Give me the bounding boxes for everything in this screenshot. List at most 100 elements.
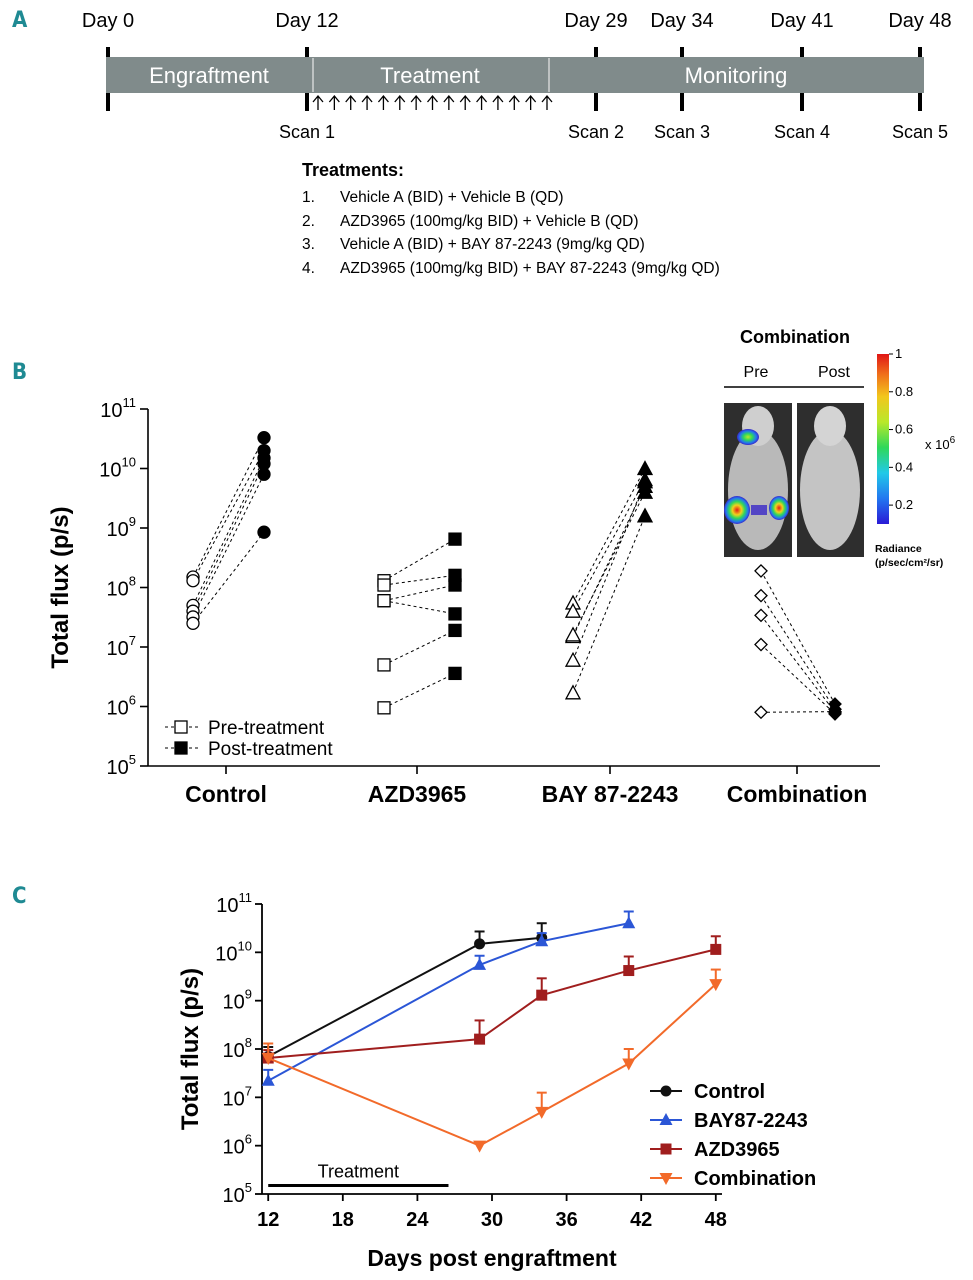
colorbar-tick-label: 0.2 bbox=[895, 497, 913, 512]
y-axis-label: Total flux (p/s) bbox=[47, 506, 74, 668]
chart-c-line: 105 106 107 108 109 1010 1011 12 18 24 30 36 42 48 Day… bbox=[177, 890, 816, 1271]
data-point bbox=[535, 934, 549, 947]
legend-label: Control bbox=[694, 1081, 765, 1103]
pair-line bbox=[572, 491, 646, 636]
pre-point bbox=[186, 574, 200, 588]
post-point bbox=[448, 623, 462, 638]
treatment-item: 3. Vehicle A (BID) + BAY 87-2243 (9mg/kg … bbox=[302, 233, 720, 257]
panel-c-label: C bbox=[12, 884, 27, 909]
panel-b-label: B bbox=[12, 360, 28, 385]
pre-point bbox=[377, 578, 391, 592]
colorbar-tick-label: 0.8 bbox=[895, 384, 913, 399]
y-axis-label: Total flux (p/s) bbox=[177, 968, 204, 1130]
x-tick-label: 30 bbox=[481, 1209, 503, 1231]
post-point bbox=[636, 473, 654, 489]
post-point bbox=[636, 483, 654, 499]
x-tick-label: Control bbox=[185, 781, 267, 807]
phase-monitoring: Monitoring bbox=[685, 63, 788, 88]
x-tick-label: 36 bbox=[555, 1209, 577, 1231]
data-point bbox=[261, 1053, 275, 1066]
dosing-arrow bbox=[476, 94, 488, 110]
day-label: Day 41 bbox=[770, 10, 833, 32]
pair-line bbox=[760, 644, 836, 715]
dosing-arrows bbox=[312, 94, 553, 110]
legend-marker bbox=[174, 741, 188, 755]
scan-label: Scan 3 bbox=[654, 122, 710, 142]
treatments-title: Treatments: bbox=[302, 160, 405, 180]
data-point bbox=[623, 965, 635, 977]
y-tick-label: 107 bbox=[107, 633, 136, 660]
treatment-text: Vehicle A (BID) + BAY 87-2243 (9mg/kg QD… bbox=[340, 236, 645, 253]
dosing-arrow bbox=[459, 94, 471, 110]
x-tick-label: 24 bbox=[406, 1209, 429, 1231]
pre-point bbox=[564, 602, 582, 618]
chart-b-scatter: 105 106 107 108 109 1010 1011 Total flux (p/s) C… bbox=[47, 327, 956, 807]
legend-label: Post-treatment bbox=[208, 739, 333, 760]
pair-line bbox=[572, 479, 646, 612]
dosing-arrow bbox=[443, 94, 455, 110]
mouse-image-pre bbox=[724, 403, 792, 557]
series-control bbox=[262, 922, 548, 1062]
post-point bbox=[257, 430, 271, 445]
treatment-item: 2. AZD3965 (100mg/kg BID) + Vehicle B (QD… bbox=[302, 210, 720, 234]
pair-line bbox=[760, 711, 836, 713]
x-tick-label: Combination bbox=[727, 781, 868, 807]
day-label: Day 12 bbox=[275, 10, 338, 32]
treatment-annotation: Treatment bbox=[318, 1161, 399, 1181]
treatment-text: AZD3965 (100mg/kg BID) + Vehicle B (QD) bbox=[340, 212, 639, 230]
pair-line bbox=[192, 463, 265, 612]
phase-engraftment: Engraftment bbox=[149, 63, 269, 88]
pair-line bbox=[572, 515, 646, 693]
pair-line bbox=[192, 474, 265, 618]
dosing-arrow bbox=[427, 94, 438, 110]
pair-line bbox=[760, 615, 836, 713]
y-tick-label: 108 bbox=[107, 574, 136, 601]
dosing-arrow bbox=[328, 94, 340, 110]
legend-marker bbox=[660, 1085, 672, 1097]
pair-line bbox=[192, 457, 265, 606]
y-tick-label: 1010 bbox=[99, 455, 136, 482]
dosing-arrow bbox=[345, 94, 357, 110]
data-point bbox=[474, 938, 486, 950]
colorbar-tick-label: 0.4 bbox=[895, 459, 913, 474]
pair-line bbox=[192, 437, 265, 578]
treatment-number: 2. bbox=[302, 212, 315, 230]
combination-inset: Combination Pre Post 1 0.8 0.6 0.4 0.2 x 106… bbox=[724, 327, 956, 569]
data-point bbox=[473, 957, 487, 970]
legend-label: BAY87-2243 bbox=[694, 1110, 808, 1132]
post-point bbox=[448, 532, 462, 546]
treatment-text: AZD3965 (100mg/kg BID) + BAY 87-2243 (9m… bbox=[340, 259, 720, 277]
data-point bbox=[473, 1140, 487, 1153]
pre-point bbox=[754, 637, 768, 652]
series-line bbox=[267, 936, 542, 1058]
pre-point bbox=[564, 626, 582, 642]
y-tick-label: 107 bbox=[223, 1083, 252, 1110]
day-label: Day 0 bbox=[82, 10, 134, 32]
post-point bbox=[828, 704, 842, 719]
timeline-diagram: Engraftment Treatment Monitoring Day 0 Da… bbox=[82, 10, 952, 142]
pre-point bbox=[754, 705, 768, 720]
legend-label: Pre-treatment bbox=[208, 718, 325, 739]
pair-line bbox=[383, 584, 456, 602]
timeline-bar bbox=[106, 57, 924, 93]
legend-marker bbox=[659, 1113, 673, 1125]
series-azd3965 bbox=[262, 935, 722, 1064]
series-bay87-2243 bbox=[261, 910, 636, 1086]
pre-point bbox=[754, 563, 768, 578]
pre-point bbox=[754, 608, 768, 623]
series-combination bbox=[261, 968, 723, 1153]
dosing-arrow bbox=[508, 94, 520, 110]
scan-label: Scan 4 bbox=[774, 122, 830, 142]
y-tick-label: 109 bbox=[107, 514, 136, 541]
y-tick-label: 1011 bbox=[216, 890, 252, 917]
pre-point bbox=[377, 658, 391, 672]
dosing-arrow bbox=[410, 94, 422, 110]
y-tick-label: 1010 bbox=[215, 938, 252, 965]
mouse-image-post bbox=[797, 403, 864, 557]
pre-point bbox=[377, 594, 391, 608]
inset-pre-label: Pre bbox=[744, 364, 769, 381]
scan-label: Scan 2 bbox=[568, 122, 624, 142]
post-point bbox=[448, 578, 462, 592]
dosing-arrow bbox=[394, 94, 406, 110]
y-tick-label: 106 bbox=[223, 1132, 252, 1159]
